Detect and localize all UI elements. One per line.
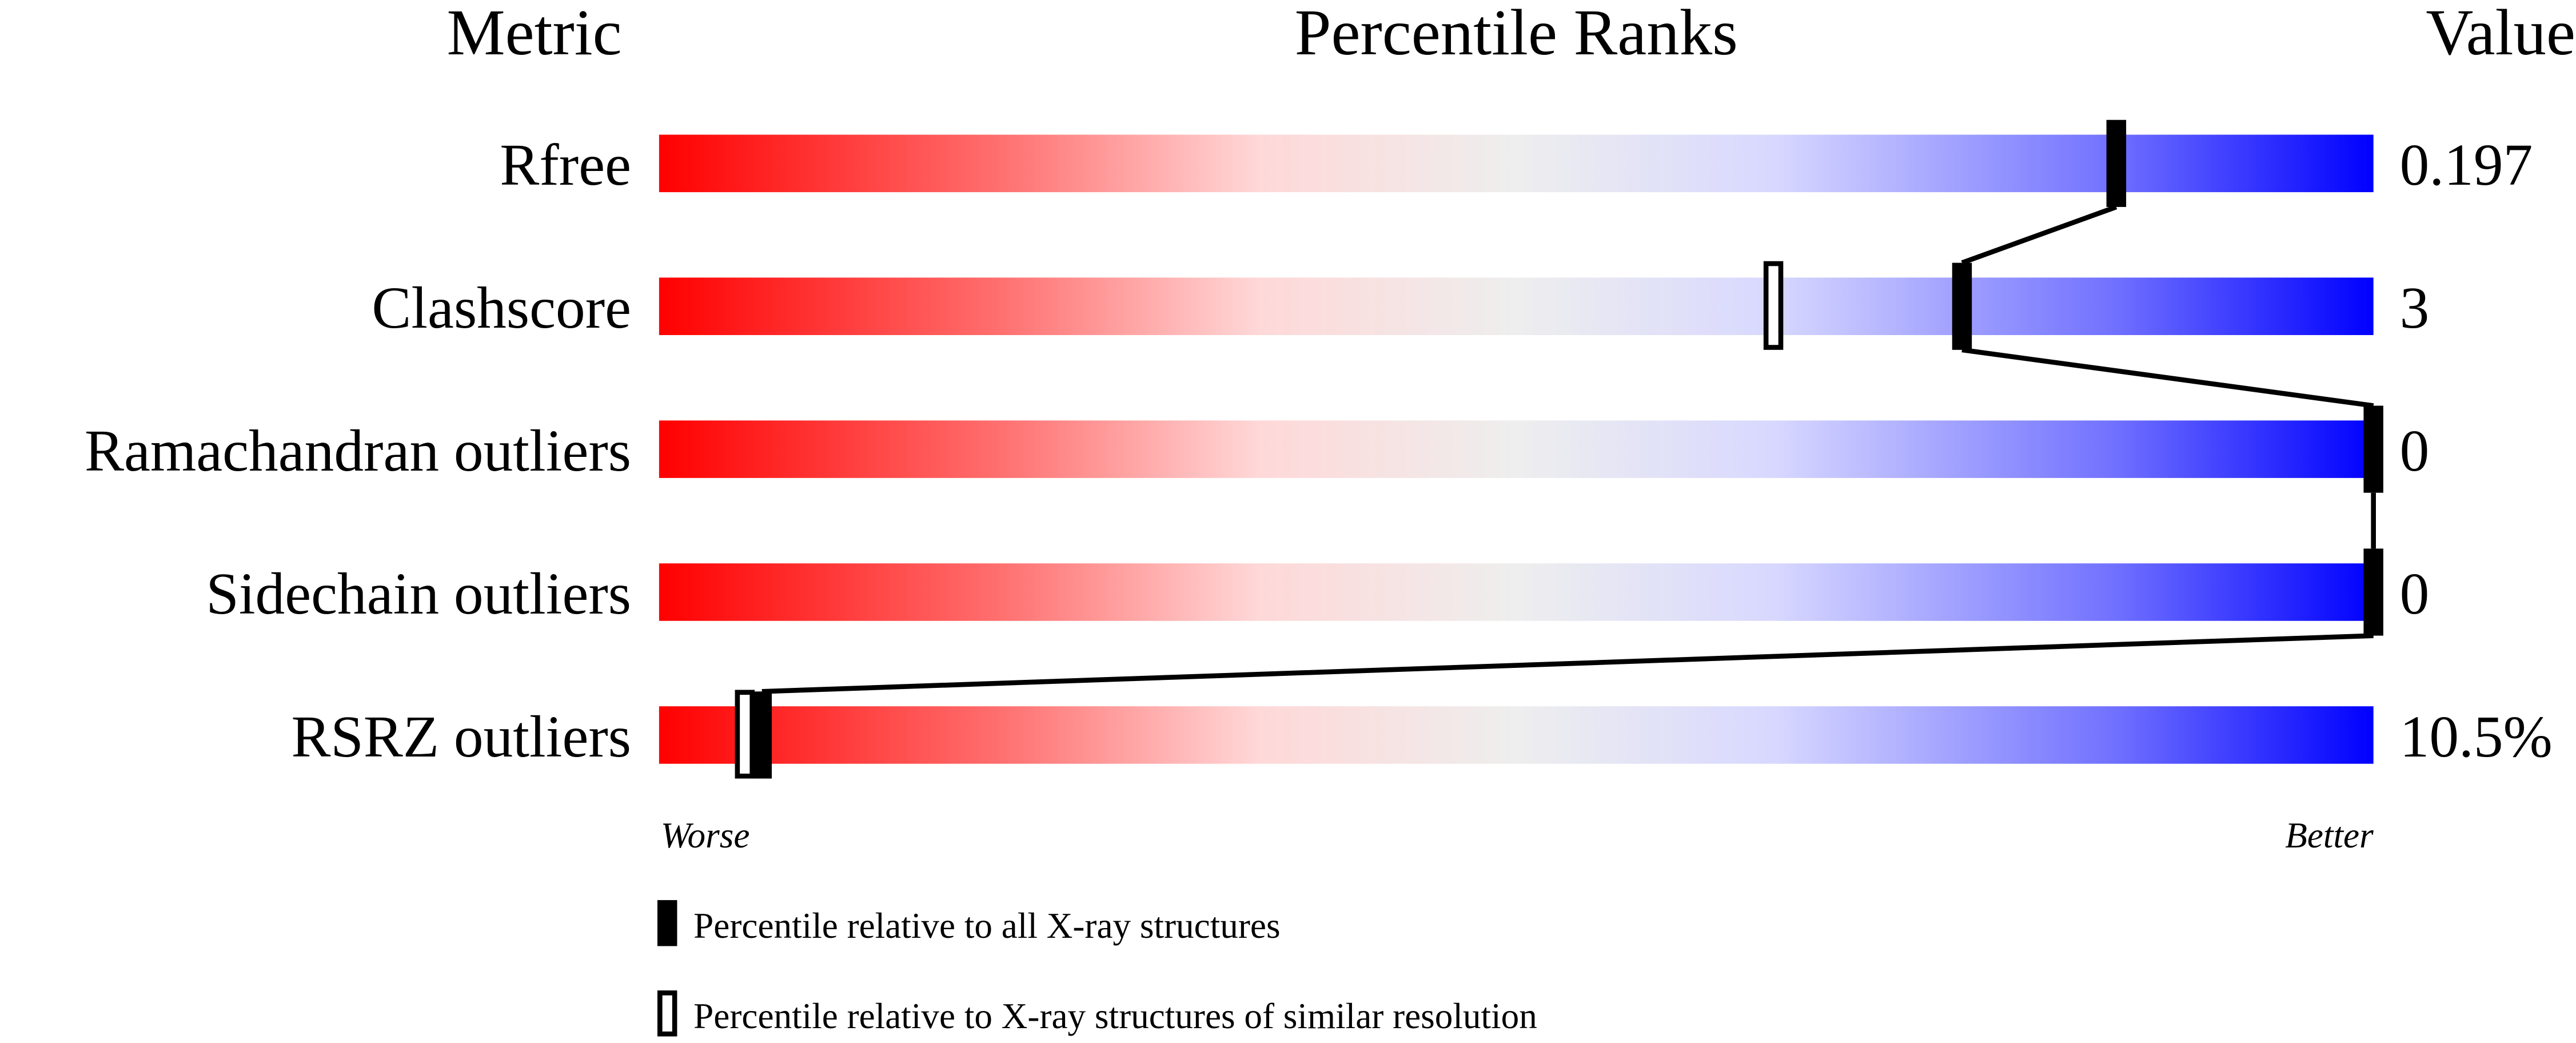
legend-similar: Percentile relative to X-ray structures … bbox=[693, 996, 1537, 1036]
marker-similar-resolution bbox=[1763, 261, 1784, 350]
metric-label: RSRZ outliers bbox=[291, 704, 631, 770]
connector-line bbox=[1961, 204, 2118, 265]
header-percentile-ranks: Percentile Ranks bbox=[1295, 0, 1738, 69]
metric-value: 10.5% bbox=[2400, 704, 2553, 770]
percentile-bar bbox=[659, 563, 2374, 621]
metric-label: Clashscore bbox=[372, 276, 631, 341]
metric-label: Ramachandran outliers bbox=[85, 419, 631, 484]
percentile-bar bbox=[659, 277, 2374, 335]
marker-all-structures bbox=[2106, 120, 2127, 207]
metric-label: Rfree bbox=[500, 133, 631, 198]
legend-all: Percentile relative to all X-ray structu… bbox=[693, 906, 1280, 946]
percentile-bar bbox=[659, 420, 2374, 478]
marker-all-structures bbox=[752, 691, 772, 779]
marker-similar-resolution bbox=[735, 690, 755, 779]
legend-open-marker-icon bbox=[657, 990, 677, 1037]
marker-all-structures bbox=[1952, 262, 1972, 350]
metric-value: 0.197 bbox=[2400, 133, 2533, 198]
percentile-bar bbox=[659, 134, 2374, 193]
connector-line bbox=[1961, 347, 2374, 408]
metric-label: Sidechain outliers bbox=[206, 562, 631, 627]
axis-label-worse: Worse bbox=[661, 815, 750, 855]
metric-value: 0 bbox=[2400, 562, 2430, 627]
metric-value: 0 bbox=[2400, 419, 2430, 484]
percentile-bar bbox=[659, 706, 2374, 764]
header-metric: Metric bbox=[446, 0, 621, 69]
header-value: Value bbox=[2426, 0, 2575, 69]
legend-filled-marker-icon bbox=[657, 900, 677, 946]
marker-all-structures bbox=[2363, 548, 2383, 636]
connector-line bbox=[761, 633, 2374, 694]
metric-value: 3 bbox=[2400, 276, 2430, 341]
axis-label-better: Better bbox=[2285, 815, 2374, 855]
marker-all-structures bbox=[2363, 405, 2383, 493]
